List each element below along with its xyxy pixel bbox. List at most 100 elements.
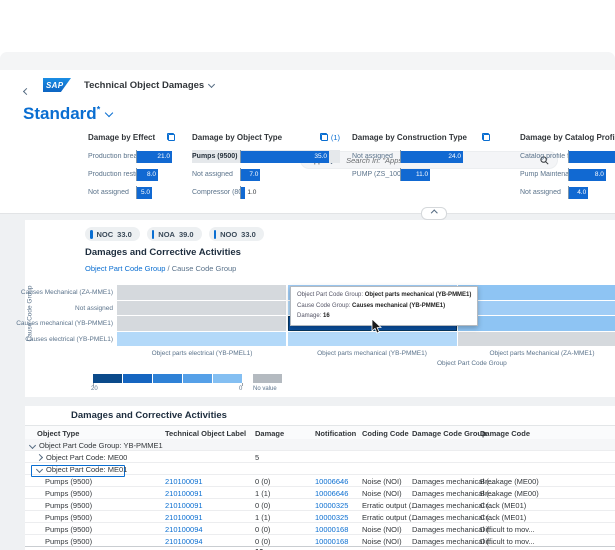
bar[interactable]: 8.0	[137, 168, 158, 181]
tooltip-label: Object Part Code Group:	[297, 292, 365, 298]
group-end-divider	[25, 546, 615, 547]
damage-cell: 5	[255, 453, 260, 462]
table-cell: Noise (NOI)	[362, 537, 402, 546]
technical-object-link[interactable]: 210100091	[165, 477, 203, 486]
notification-link[interactable]: 10006646	[315, 489, 349, 498]
table-cell: Damages mechanical (...	[412, 489, 495, 498]
chevron-down-icon	[208, 80, 216, 89]
bar-label: Production brea...	[88, 153, 136, 160]
tooltip-value: Object parts mechanical (YB-PMME1)	[364, 292, 472, 298]
column-header-object-type[interactable]: Object Type	[37, 429, 80, 438]
filter-bar-row[interactable]: Not assigned 24.0	[352, 150, 490, 163]
kpi-chip-noa[interactable]: NOA 39.0	[146, 227, 202, 241]
bar-label: Compressor (80...	[192, 189, 240, 196]
table-row[interactable]: Pumps (9500) 210100091 0 (0) 10000325 Errati…	[25, 499, 615, 511]
technical-object-link[interactable]: 210100094	[165, 525, 203, 534]
table-cell: Damages mechanical (...	[412, 537, 495, 546]
technical-object-link[interactable]: 210100091	[165, 489, 203, 498]
duplicate-icon[interactable]	[482, 133, 490, 141]
heatmap-cell[interactable]	[117, 316, 286, 331]
table-cell: Difficult to mov...	[480, 525, 535, 534]
bar[interactable]: 7.0	[241, 168, 261, 181]
filter-bar-row[interactable]: Pump Maintena... 8.0	[520, 168, 615, 181]
table-row[interactable]: Pumps (9500) 210100091 0 (0) 10006646 Noise …	[25, 475, 615, 487]
table-cell: Damages mechanical (...	[412, 525, 495, 534]
filter-bar-row[interactable]: Catalog profile f...	[520, 150, 615, 163]
filter-bar-row[interactable]: Production brea... 21.0	[88, 150, 175, 163]
chip-accent-bar	[90, 229, 93, 239]
card-title: Damage by Effect	[88, 132, 156, 142]
legend-no-value-swatch	[253, 374, 282, 383]
table-row[interactable]: Pumps (9500) 210100091 1 (1) 10006646 Noise …	[25, 487, 615, 499]
table-row[interactable]: Pumps (9500) 210100094 0 (0) 10000168 Noise …	[25, 523, 615, 535]
column-header-coding-code[interactable]: Coding Code	[362, 429, 409, 438]
column-header-technical-object-label[interactable]: Technical Object Label	[165, 429, 247, 438]
kpi-chip-noc[interactable]: NOC 33.0	[85, 227, 140, 241]
bar[interactable]	[241, 186, 246, 199]
heatmap-row-label: Causes electrical (YB-PMEL1)	[25, 335, 113, 343]
back-button[interactable]	[22, 81, 32, 96]
column-header-damage-code[interactable]: Damage Code	[480, 429, 531, 438]
chip-value: 33.0	[241, 229, 256, 239]
variant-selector[interactable]: Standard*	[23, 104, 114, 124]
bar[interactable]: 21.0	[137, 150, 172, 163]
column-header-notification[interactable]: Notification	[315, 429, 357, 438]
heatmap-cell[interactable]	[117, 300, 286, 315]
expand-row-icon[interactable]	[35, 453, 44, 462]
column-header-damage-code-group[interactable]: Damage Code Group	[412, 429, 487, 438]
heatmap-cell[interactable]	[117, 331, 286, 346]
table-subgroup-row[interactable]: Object Part Code: ME00 5	[25, 451, 615, 463]
collapse-row-icon[interactable]	[28, 441, 37, 450]
heatmap-cell[interactable]	[287, 331, 457, 346]
collapse-header-button[interactable]	[421, 207, 447, 220]
filter-bar-row[interactable]: Production restri... 8.0	[88, 168, 175, 181]
filter-bar-row[interactable]: Compressor (80... 1.0	[192, 186, 340, 199]
bar[interactable]: 5.0	[137, 186, 153, 199]
bar[interactable]	[569, 150, 615, 163]
table-subgroup-row-focused[interactable]: Object Part Code: ME01	[25, 463, 615, 477]
heatmap-x-axis-title: Object Part Code Group	[437, 360, 507, 367]
group-label: Object Part Code Group: YB-PMME1	[39, 441, 163, 450]
table-cell: Damages mechanical (...	[412, 501, 495, 510]
variant-title: Standard	[23, 104, 97, 123]
bar[interactable]: 11.0	[401, 168, 431, 181]
heatmap-col-label: Object parts electrical (YB-PMEL1)	[151, 350, 253, 357]
app-title-menu[interactable]: Technical Object Damages	[84, 80, 216, 91]
bar[interactable]: 8.0	[569, 168, 606, 181]
filter-count-badge[interactable]: (1)	[330, 132, 340, 142]
table-row[interactable]: Pumps (9500) 210100091 1 (1) 10000325 Errati…	[25, 511, 615, 523]
kpi-chip-noo[interactable]: NOO 33.0	[208, 227, 264, 241]
technical-object-link[interactable]: 210100091	[165, 501, 203, 510]
legend-color-segment	[183, 374, 212, 383]
technical-object-link[interactable]: 210100091	[165, 513, 203, 522]
table-group-row[interactable]: Object Part Code Group: YB-PMME1	[25, 439, 615, 451]
heatmap-row-label: Not assigned	[75, 304, 113, 312]
duplicate-icon[interactable]	[319, 133, 328, 141]
heatmap-cell[interactable]	[458, 331, 615, 346]
heatmap-cell[interactable]	[458, 285, 615, 300]
filter-bar-row[interactable]: Not assigned 7.0	[192, 168, 340, 181]
duplicate-icon[interactable]	[167, 133, 175, 141]
bar-selected[interactable]: 35.0	[241, 150, 329, 163]
notification-link[interactable]: 10000325	[315, 501, 349, 510]
table-title: Damages and Corrective Activities	[71, 410, 227, 421]
notification-link[interactable]: 10006646	[315, 477, 349, 486]
filter-bar-row[interactable]: PUMP (ZS_100) 11.0	[352, 168, 490, 181]
heatmap-cell[interactable]	[117, 285, 286, 300]
search-icon[interactable]	[540, 155, 549, 165]
notification-link[interactable]: 10000168	[315, 525, 349, 534]
bar[interactable]: 24.0	[401, 150, 463, 163]
notification-link[interactable]: 10000168	[315, 537, 349, 546]
drill-link-object-part-code-group[interactable]: Object Part Code Group	[85, 264, 166, 273]
heatmap-cell[interactable]	[458, 316, 615, 331]
bar[interactable]: 4.0	[569, 186, 589, 199]
filter-bar-row-selected[interactable]: Pumps (9500) 35.0	[192, 150, 340, 163]
technical-object-link[interactable]: 210100094	[165, 537, 203, 546]
filter-bar-row[interactable]: Not assigned 5.0	[88, 186, 175, 199]
heatmap-cell[interactable]	[458, 300, 615, 315]
column-header-damage[interactable]: Damage	[255, 429, 285, 438]
filter-bar-row[interactable]: Not assigned 4.0	[520, 186, 615, 199]
notification-link[interactable]: 10000325	[315, 513, 349, 522]
table-cell: 0 (0)	[255, 537, 271, 546]
sap-logo[interactable]: SAP	[43, 78, 71, 92]
